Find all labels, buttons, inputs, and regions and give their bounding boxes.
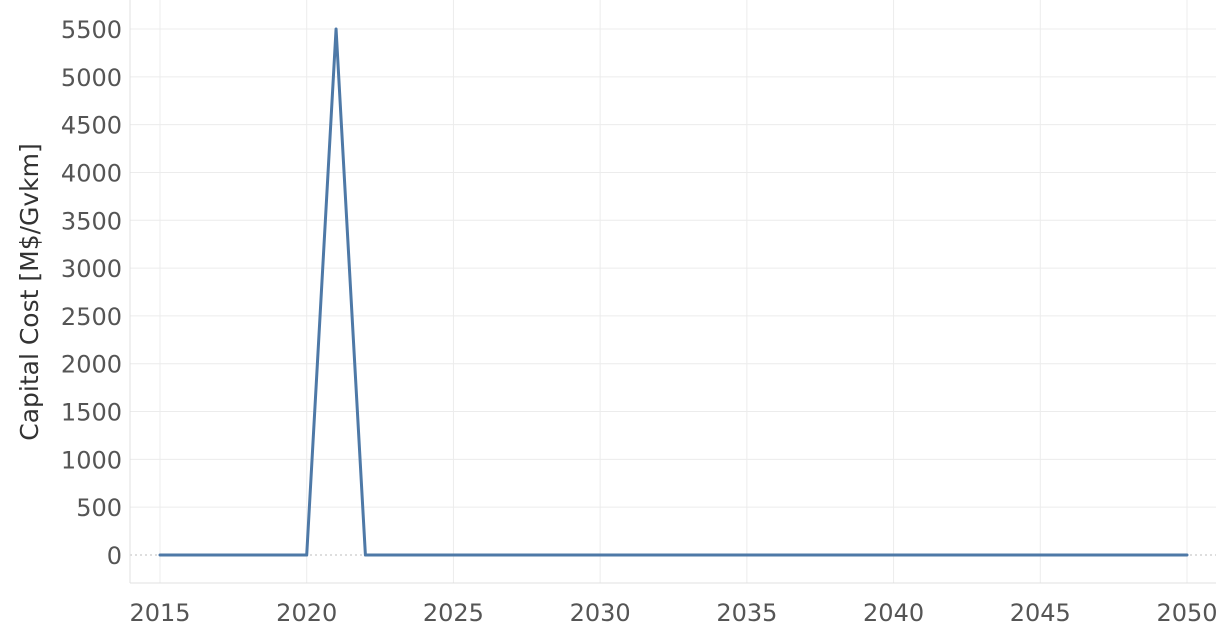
x-tick-label: 2015 — [129, 599, 190, 627]
x-tick-label: 2045 — [1010, 599, 1071, 627]
y-axis-title: Capital Cost [M$/Gvkm] — [15, 143, 44, 441]
y-tick-label: 4000 — [61, 159, 122, 187]
y-tick-label: 1500 — [61, 399, 122, 427]
y-tick-label: 500 — [76, 494, 122, 522]
y-tick-label: 4500 — [61, 112, 122, 140]
x-tick-label: 2035 — [716, 599, 777, 627]
y-tick-label: 2500 — [61, 303, 122, 331]
y-tick-label: 3500 — [61, 207, 122, 235]
gridlines — [130, 0, 1216, 583]
series-lines — [158, 27, 1189, 557]
y-tick-label: 0 — [107, 542, 122, 570]
y-tick-label: 1000 — [61, 446, 122, 474]
axes — [129, 0, 1216, 584]
y-tick-label: 5000 — [61, 64, 122, 92]
x-tick-label: 2050 — [1156, 599, 1216, 627]
x-tick-label: 2030 — [570, 599, 631, 627]
series-line — [158, 27, 1189, 557]
y-tick-label: 2000 — [61, 351, 122, 379]
x-tick-label: 2040 — [863, 599, 924, 627]
y-tick-label: 3000 — [61, 255, 122, 283]
x-tick-labels: 2015 2020 2025 2030 2035 2040 2045 2050 — [129, 599, 1216, 627]
x-tick-label: 2020 — [276, 599, 337, 627]
x-tick-label: 2025 — [423, 599, 484, 627]
y-tick-labels: 0 500 1000 1500 2000 2500 3000 3500 4000 4500 5000… — [61, 16, 122, 570]
y-tick-label: 5500 — [61, 16, 122, 44]
